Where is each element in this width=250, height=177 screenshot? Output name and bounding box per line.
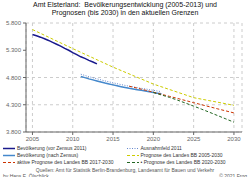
- svg-text:5.800: 5.800: [8, 20, 22, 26]
- html-text:Prognose des Landes BB 2005-20: Prognose des Landes BB 2005-2030: [140, 152, 223, 158]
- svg-text:2010: 2010: [66, 136, 80, 142]
- svg-text:3.800: 3.800: [8, 129, 22, 135]
- svg-text:4.800: 4.800: [8, 75, 22, 81]
- svg-text:5.300: 5.300: [8, 47, 22, 53]
- svg-text:2005: 2005: [26, 136, 40, 142]
- html-text:• Prognose des Landes BB 2020-: • Prognose des Landes BB 2020-2030: [140, 159, 226, 165]
- svg-text:2030: 2030: [227, 136, 241, 142]
- html-text:Bevölkerung (vor Zensus 2011): Bevölkerung (vor Zensus 2011): [17, 145, 87, 151]
- svg-text:4.300: 4.300: [8, 102, 22, 108]
- svg-text:2020: 2020: [147, 136, 161, 142]
- html-text:aktive Prognose des Landes BB: aktive Prognose des Landes BB 2017-2030: [17, 159, 114, 165]
- svg-text:2015: 2015: [106, 136, 120, 142]
- html-text:Amt Elsterland: Bevölkerungsen: Amt Elsterland: Bevölkerungsentwicklung …: [33, 1, 217, 16]
- html-text:Ausnahmfeld 2011: Ausnahmfeld 2011: [140, 145, 182, 151]
- svg-text:2025: 2025: [187, 136, 201, 142]
- html-text:Quellen: Amt für Statistik Ber: Quellen: Amt für Statistik Berlin-Brande…: [35, 167, 215, 173]
- html-text:Bevölkerung (nach Zensus): Bevölkerung (nach Zensus): [17, 152, 79, 158]
